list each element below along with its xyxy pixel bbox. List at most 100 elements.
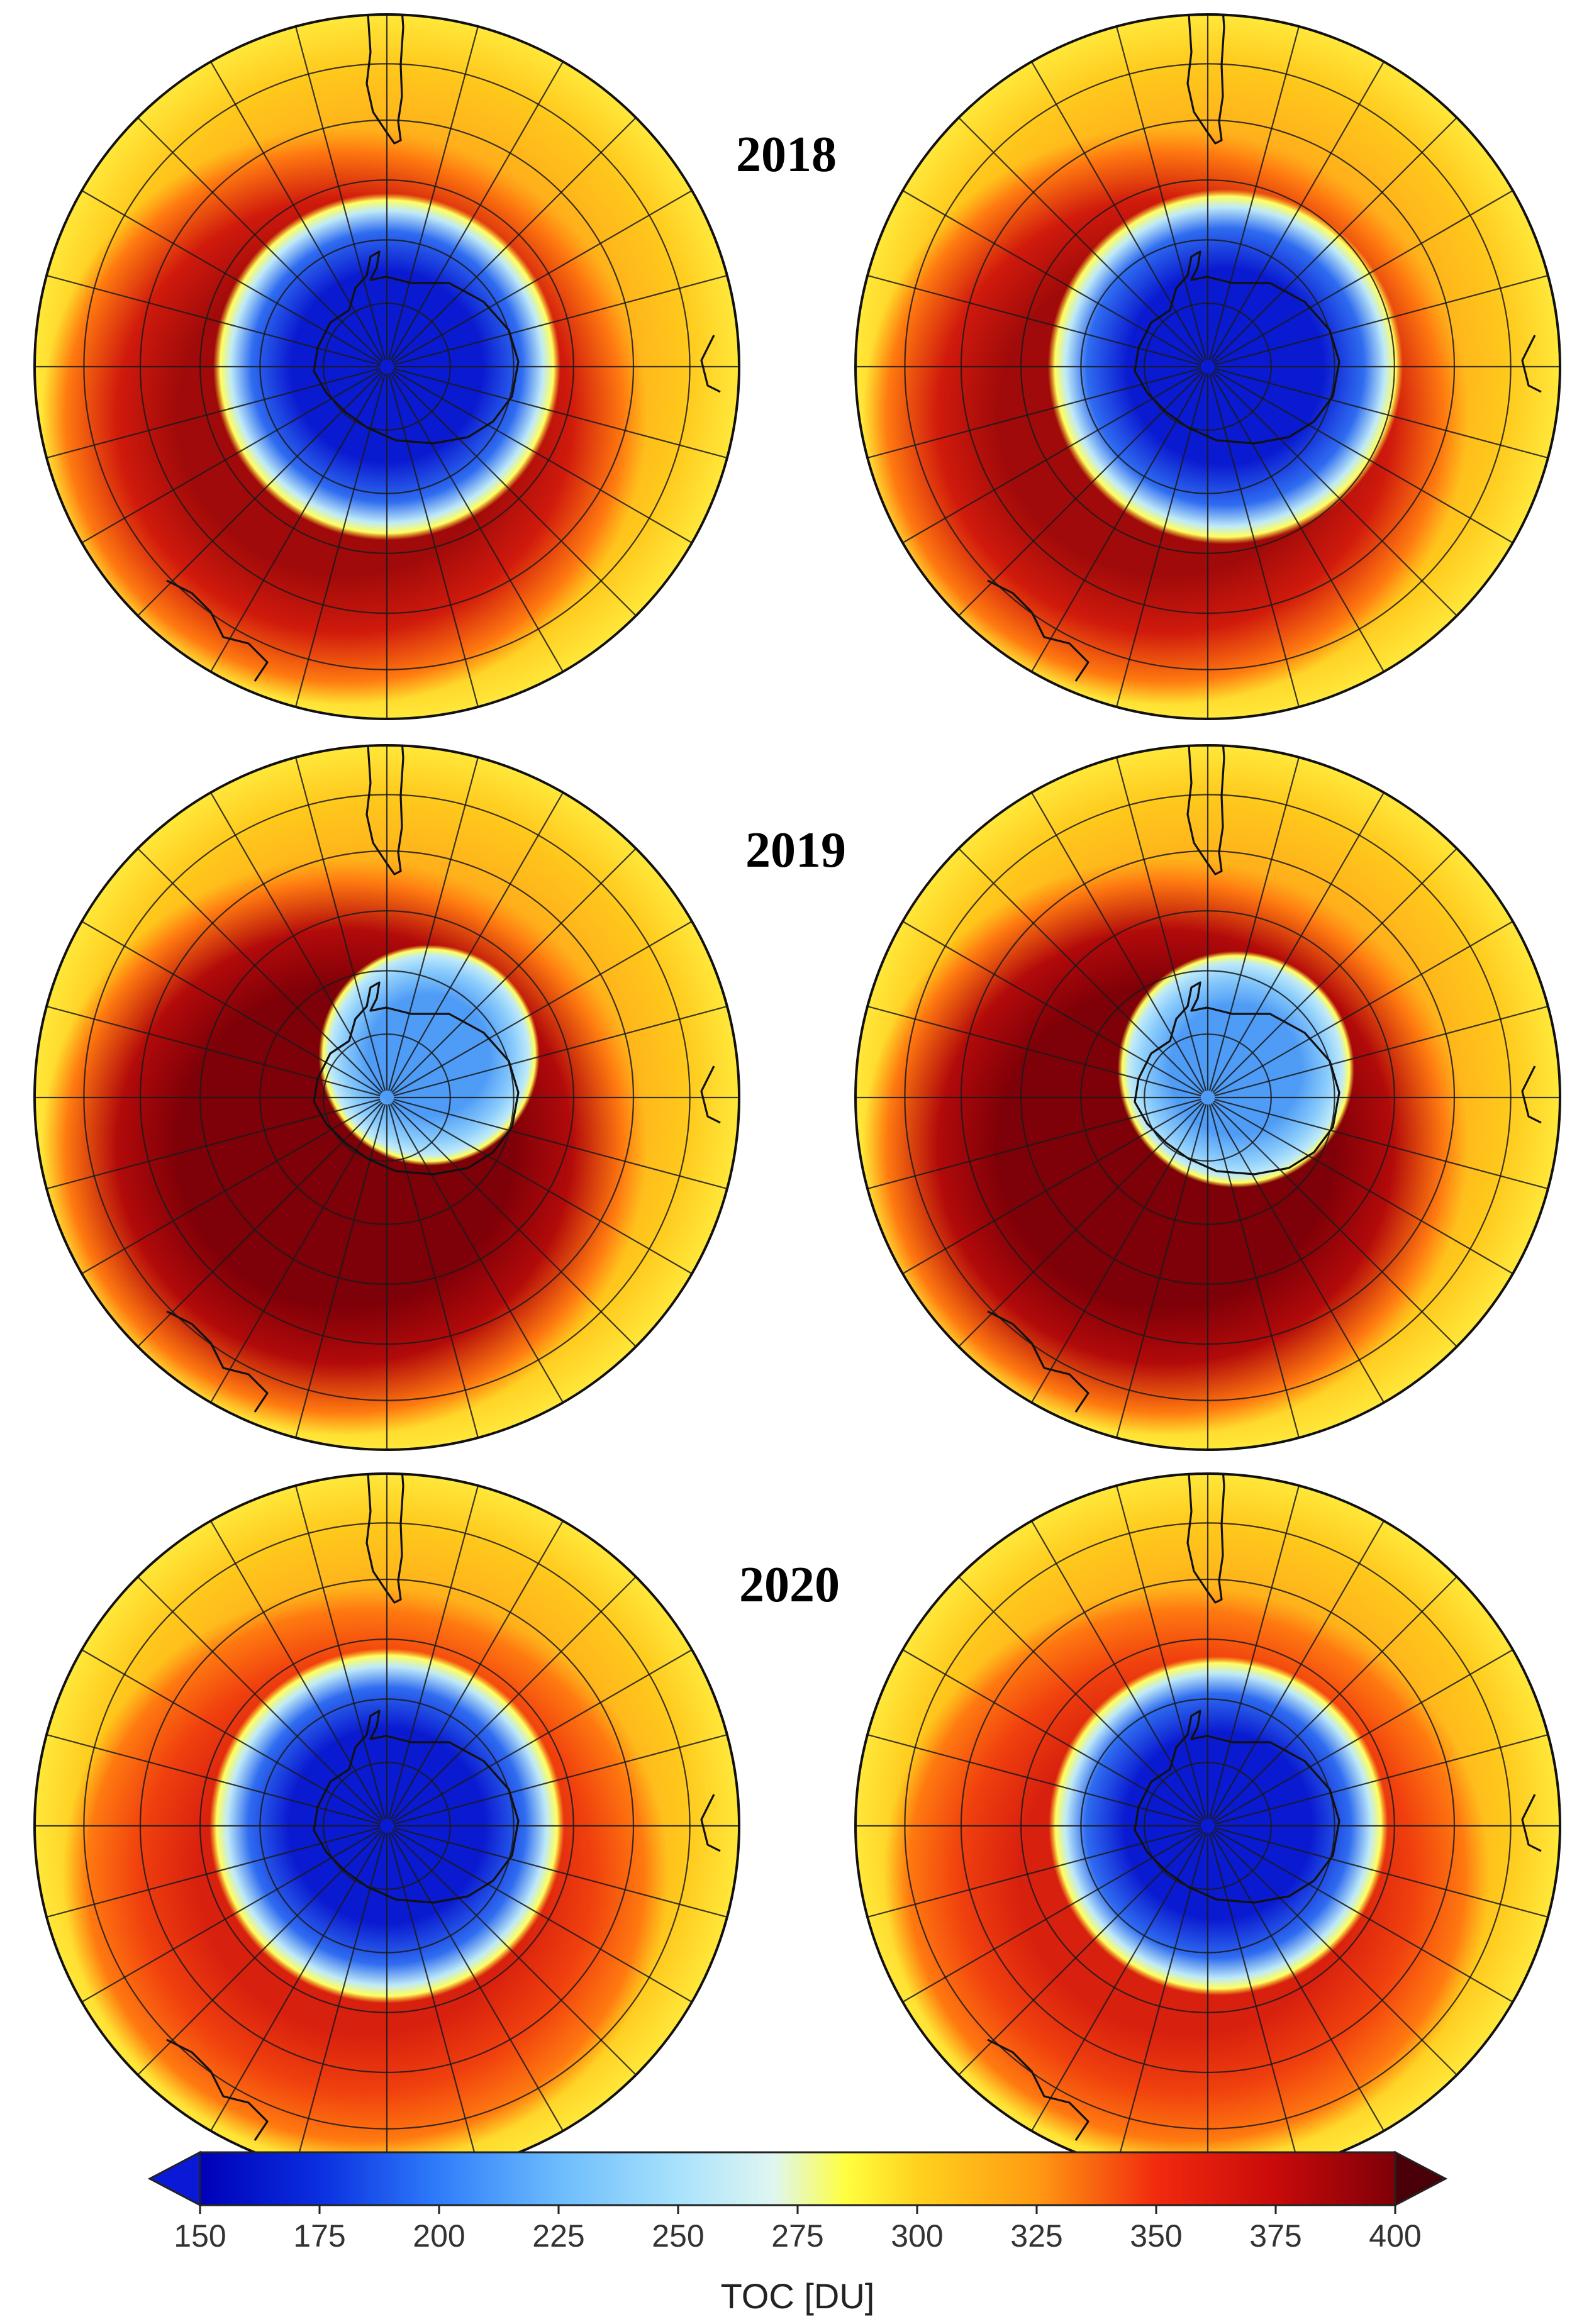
meridian-line bbox=[867, 274, 1201, 366]
year-label-2019: 2019 bbox=[745, 823, 846, 878]
meridian-line bbox=[294, 26, 386, 360]
meridian-line bbox=[1213, 921, 1513, 1095]
south-america-coastline bbox=[1186, 1474, 1225, 1604]
meridian-line bbox=[393, 190, 693, 364]
ozone-map-2018-left bbox=[33, 13, 740, 720]
antarctica-coastline bbox=[1134, 981, 1340, 1176]
year-label-2018: 2018 bbox=[736, 127, 837, 182]
meridian-line bbox=[902, 1649, 1202, 1823]
meridian-line bbox=[210, 792, 384, 1092]
africa-coastline bbox=[700, 1794, 721, 1852]
meridian-line bbox=[1208, 26, 1300, 360]
south-america-coastline bbox=[1186, 14, 1225, 145]
map-rim bbox=[33, 744, 740, 1451]
colorbar-low-extend-arrow bbox=[147, 2150, 201, 2207]
australia-coastline bbox=[987, 1310, 1089, 1413]
meridian-line bbox=[1115, 26, 1207, 360]
meridian-line bbox=[46, 1005, 381, 1097]
meridian-line bbox=[1115, 1485, 1207, 1820]
meridian-line bbox=[137, 1102, 382, 1347]
colorbar-tick-label: 300 bbox=[891, 2218, 943, 2254]
colorbar-gradient bbox=[199, 2151, 1396, 2206]
meridian-line bbox=[1214, 1098, 1549, 1190]
meridian-line bbox=[137, 371, 382, 616]
colorbar-ticks: 150 175 200 225 250 275 300 325 350 375 400 bbox=[174, 2205, 1422, 2254]
meridian-line bbox=[393, 921, 693, 1095]
meridian-line bbox=[294, 1485, 386, 1820]
colorbar: 150 175 200 225 250 275 300 325 350 375 400 TOC [D… bbox=[147, 2150, 1448, 2316]
meridian-line bbox=[294, 757, 386, 1091]
meridian-line bbox=[137, 1830, 382, 2076]
meridian-line bbox=[391, 371, 637, 616]
meridian-line bbox=[1214, 1005, 1549, 1097]
meridian-line bbox=[81, 921, 381, 1095]
meridian-line bbox=[867, 367, 1201, 459]
svg-text:2018: 2018 bbox=[736, 127, 837, 182]
meridian-line bbox=[1210, 372, 1385, 672]
ozone-map-2018-right bbox=[854, 13, 1561, 720]
meridian-line bbox=[389, 1832, 564, 2132]
meridian-line bbox=[389, 792, 564, 1092]
meridian-line bbox=[867, 1098, 1201, 1190]
meridian-line bbox=[387, 1104, 479, 1438]
meridian-line bbox=[1208, 373, 1300, 708]
meridian-line bbox=[387, 757, 479, 1091]
colorbar-high-extend-arrow bbox=[1394, 2150, 1448, 2207]
colorbar-tick-label: 325 bbox=[1010, 2218, 1062, 2254]
south-america-coastline bbox=[1186, 745, 1225, 876]
australia-coastline bbox=[166, 579, 269, 682]
meridian-line bbox=[1210, 1832, 1385, 2132]
meridian-line bbox=[389, 372, 564, 672]
meridian-line bbox=[958, 117, 1203, 362]
australia-coastline bbox=[166, 2038, 269, 2141]
south-america-coastline bbox=[365, 1474, 404, 1604]
meridian-line bbox=[387, 1832, 479, 2167]
meridian-line bbox=[902, 190, 1202, 364]
meridian-line bbox=[1213, 190, 1513, 364]
meridian-line bbox=[393, 274, 728, 366]
meridian-line bbox=[393, 1005, 728, 1097]
meridian-line bbox=[1031, 792, 1205, 1092]
meridian-line bbox=[1031, 1520, 1205, 1820]
meridian-line bbox=[46, 1733, 381, 1825]
meridian-line bbox=[393, 369, 693, 543]
colorbar-tick-label: 350 bbox=[1130, 2218, 1182, 2254]
australia-coastline bbox=[987, 579, 1089, 682]
colorbar-tick-label: 375 bbox=[1249, 2218, 1301, 2254]
meridian-line bbox=[1212, 848, 1457, 1093]
australia-coastline bbox=[166, 1310, 269, 1413]
meridian-line bbox=[867, 1733, 1201, 1825]
meridian-line bbox=[1212, 371, 1457, 616]
meridian-line bbox=[210, 1103, 384, 1403]
colorbar-title: TOC [DU] bbox=[721, 2276, 875, 2316]
meridian-line bbox=[958, 1576, 1203, 1821]
africa-coastline bbox=[700, 1065, 721, 1124]
south-america-coastline bbox=[365, 14, 404, 145]
meridian-line bbox=[391, 848, 637, 1093]
colorbar-tick-label: 225 bbox=[532, 2218, 584, 2254]
meridian-line bbox=[1115, 757, 1207, 1091]
meridian-line bbox=[393, 1733, 728, 1825]
meridian-line bbox=[867, 1826, 1201, 1918]
meridian-line bbox=[391, 1576, 637, 1821]
meridian-line bbox=[1208, 1832, 1300, 2167]
meridian-line bbox=[387, 26, 479, 360]
meridian-line bbox=[1212, 1102, 1457, 1347]
meridian-line bbox=[81, 190, 381, 364]
meridian-line bbox=[1213, 369, 1513, 543]
meridian-line bbox=[46, 1098, 381, 1190]
colorbar-tick-label: 150 bbox=[174, 2218, 226, 2254]
meridian-line bbox=[393, 1649, 693, 1823]
africa-coastline bbox=[1521, 1065, 1542, 1124]
meridian-line bbox=[137, 1576, 382, 1821]
meridian-line bbox=[1214, 274, 1549, 366]
meridian-line bbox=[1210, 1520, 1385, 1820]
africa-coastline bbox=[1521, 335, 1542, 393]
meridian-line bbox=[1213, 1100, 1513, 1274]
colorbar-tick-label: 275 bbox=[771, 2218, 823, 2254]
antarctica-coastline bbox=[313, 981, 520, 1176]
meridian-line bbox=[1214, 1733, 1549, 1825]
meridian-line bbox=[902, 921, 1202, 1095]
meridian-line bbox=[391, 1830, 637, 2076]
meridian-line bbox=[1031, 61, 1205, 361]
